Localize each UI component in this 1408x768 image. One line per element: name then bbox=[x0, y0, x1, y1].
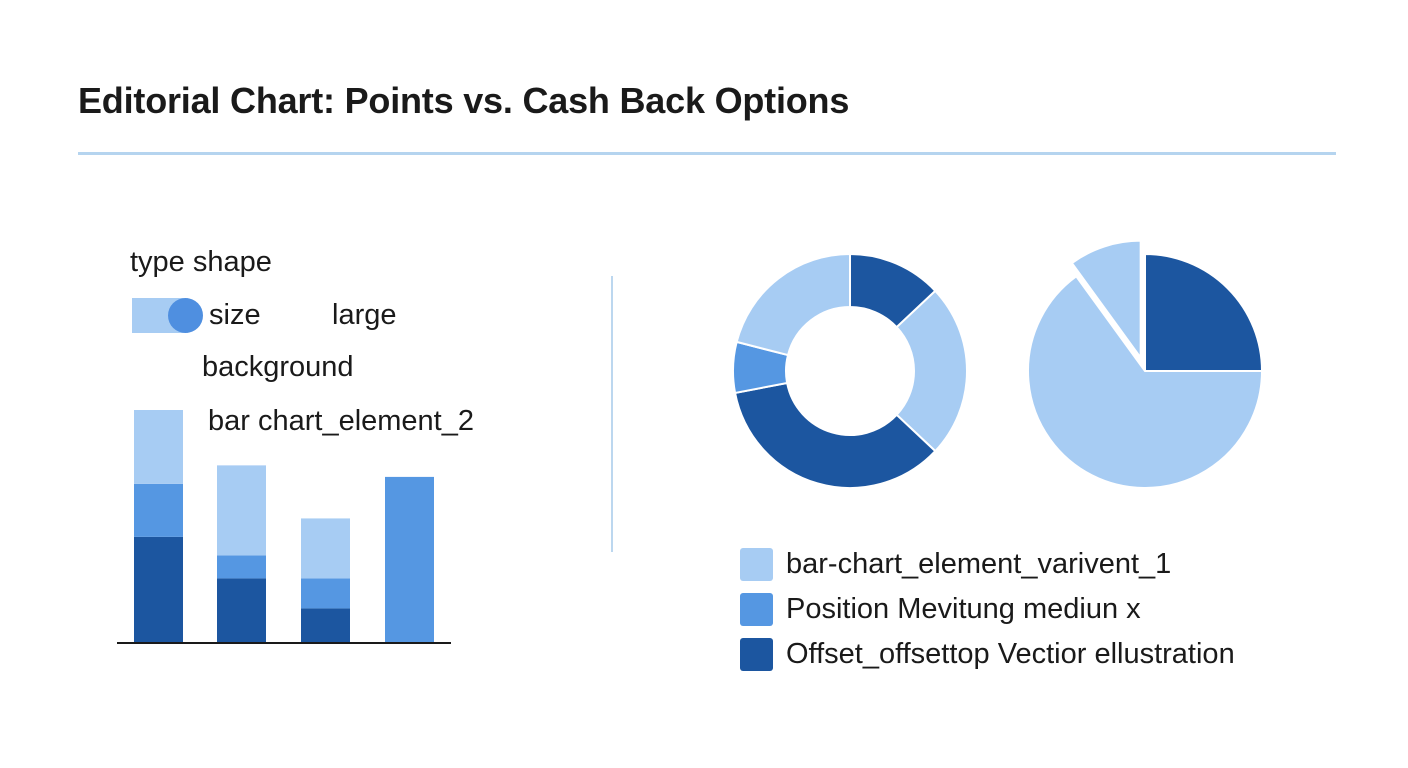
background-label: background bbox=[202, 351, 354, 383]
pie-slice-3 bbox=[1070, 239, 1142, 361]
legend-item: Position Mevitung mediun x bbox=[740, 587, 1235, 632]
legend-swatch-dark bbox=[740, 638, 773, 671]
legend-item: bar-chart_element_varivent_1 bbox=[740, 542, 1235, 587]
donut-slice-3 bbox=[733, 381, 937, 489]
legend-swatch-light bbox=[740, 548, 773, 581]
bar-segment-1-3 bbox=[134, 410, 183, 484]
bar-segment-3-3 bbox=[301, 518, 350, 579]
bar-segment-2-2 bbox=[217, 555, 266, 579]
large-label: large bbox=[332, 299, 397, 331]
panel-divider bbox=[611, 276, 613, 552]
bar-segment-3-2 bbox=[301, 578, 350, 609]
pie-chart bbox=[1027, 239, 1264, 489]
bar-segment-1-2 bbox=[134, 483, 183, 537]
legend-label: bar-chart_element_varivent_1 bbox=[786, 548, 1172, 580]
bar-segment-3-1 bbox=[301, 608, 350, 643]
size-label: size bbox=[209, 299, 261, 331]
pie-slice-1 bbox=[1144, 252, 1264, 372]
chart-title: Editorial Chart: Points vs. Cash Back Op… bbox=[78, 80, 850, 121]
legend: bar-chart_element_varivent_1 Position Me… bbox=[740, 542, 1235, 677]
legend-item: Offset_offsettop Vectior ellustration bbox=[740, 632, 1235, 677]
pie-slice-2 bbox=[1027, 274, 1264, 489]
toggle-knob[interactable] bbox=[168, 298, 203, 333]
size-toggle[interactable] bbox=[132, 298, 203, 333]
bar-segment-2-1 bbox=[217, 578, 266, 643]
type-shape-label: type shape bbox=[130, 246, 272, 278]
legend-swatch-medium bbox=[740, 593, 773, 626]
donut-slice-2 bbox=[895, 289, 968, 453]
bar-segment-1-1 bbox=[134, 536, 183, 643]
title-divider bbox=[78, 152, 1336, 155]
legend-label: Position Mevitung mediun x bbox=[786, 593, 1141, 625]
donut-chart bbox=[732, 252, 968, 489]
bar-chart-element-label: bar chart_element_2 bbox=[208, 405, 474, 437]
bar-segment-4-2 bbox=[385, 476, 434, 643]
donut-slice-5 bbox=[735, 252, 851, 357]
bar-segment-2-3 bbox=[217, 465, 266, 556]
legend-label: Offset_offsettop Vectior ellustration bbox=[786, 638, 1235, 670]
stacked-bar-chart bbox=[134, 410, 434, 643]
